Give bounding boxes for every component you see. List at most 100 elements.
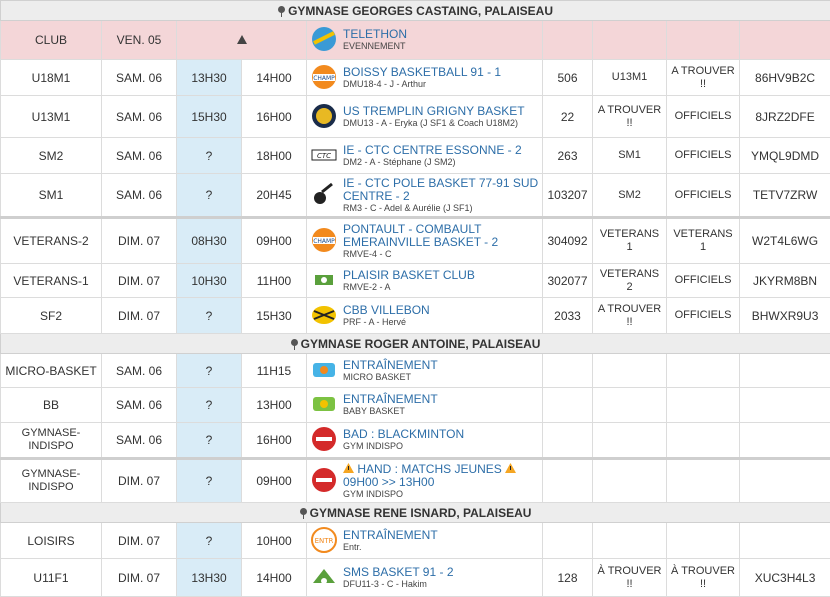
match-number-cell: 103207 <box>543 174 593 218</box>
club-cell: MICRO-BASKET <box>1 354 102 388</box>
table-row: SM1 SAM. 06 ? 20H45 IE - CTC POLE BASKET… <box>1 174 830 218</box>
map-pin-icon <box>300 508 307 515</box>
match-number-cell: 263 <box>543 138 593 174</box>
club-cell: SM1 <box>1 174 102 218</box>
svg-text:CHAMP: CHAMP <box>313 75 335 82</box>
club-cell: GYMNASE-INDISPO <box>1 423 102 459</box>
date-cell: DIM. 07 <box>102 523 177 559</box>
villebon-logo-icon <box>310 301 338 329</box>
table-header-row: CLUB VEN. 05 TELETHON EVENNEMENT <box>1 21 830 60</box>
date-cell: SAM. 06 <box>102 138 177 174</box>
svg-text:CHAMP: CHAMP <box>313 238 335 245</box>
date-cell: SAM. 06 <box>102 174 177 218</box>
match-time-cell: 15H30 <box>242 298 307 334</box>
code-cell: 8JRZ2DFE <box>740 96 830 138</box>
date-cell: DIM. 07 <box>102 559 177 597</box>
game-title-link[interactable]: ENTRAÎNEMENT <box>343 529 539 542</box>
game-sub: GYM INDISPO <box>343 441 539 452</box>
meet-time-cell: ? <box>177 523 242 559</box>
game-title-link[interactable]: BAD : BLACKMINTON <box>343 428 539 441</box>
match-number-cell: 304092 <box>543 218 593 264</box>
match-number-cell: 22 <box>543 96 593 138</box>
event-title[interactable]: TELETHON <box>343 28 539 41</box>
code-cell: BHWXR9U3 <box>740 298 830 334</box>
game-sub: DMU13 - A - Eryka (J SF1 & Coach U18M2) <box>343 118 539 129</box>
match-number-cell: 2033 <box>543 298 593 334</box>
map-pin-icon <box>291 339 298 346</box>
warning-cell <box>177 21 307 60</box>
game-title-link[interactable]: US TREMPLIN GRIGNY BASKET <box>343 105 539 118</box>
code-cell: YMQL9DMD <box>740 138 830 174</box>
officials-cell: OFFICIELS <box>667 298 740 334</box>
game-sub: RMVE-2 - A <box>343 282 539 293</box>
game-title-link[interactable]: PLAISIR BASKET CLUB <box>343 269 539 282</box>
game-title-link[interactable]: IE - CTC CENTRE ESSONNE - 2 <box>343 144 539 157</box>
officials-cell: OFFICIELS <box>667 174 740 218</box>
meet-time-cell: ? <box>177 354 242 388</box>
match-time-cell: 20H45 <box>242 174 307 218</box>
table-row: U18M1 SAM. 06 13H30 14H00 CHAMP BOISSY B… <box>1 60 830 96</box>
game-cell: ENTRAÎNEMENT BABY BASKET <box>307 388 543 423</box>
match-time-cell: 16H00 <box>242 96 307 138</box>
date-cell: SAM. 06 <box>102 423 177 459</box>
gym-header: GYMNASE RENE ISNARD, PALAISEAU <box>1 503 830 523</box>
game-sub: MICRO BASKET <box>343 372 539 383</box>
match-time-cell: 11H15 <box>242 354 307 388</box>
game-title-link[interactable]: SMS BASKET 91 - 2 <box>343 566 539 579</box>
officials-cell: OFFICIELS <box>667 138 740 174</box>
referee-cell: VETERANS 2 <box>593 264 667 298</box>
table-row: BB SAM. 06 ? 13H00 ENTRAÎNEMENT BABY BAS… <box>1 388 830 423</box>
game-title-link[interactable]: HAND : MATCHS JEUNES 09H00 >> 13H00 <box>343 463 539 489</box>
table-row: VETERANS-2 DIM. 07 08H30 09H00 CHAMP PON… <box>1 218 830 264</box>
club-cell: BB <box>1 388 102 423</box>
training-logo-icon: ENTR <box>310 526 338 554</box>
match-time-cell: 09H00 <box>242 459 307 503</box>
svg-text:ENTR: ENTR <box>315 537 334 545</box>
game-title-link[interactable]: ENTRAÎNEMENT <box>343 359 539 372</box>
code-cell: JKYRM8BN <box>740 264 830 298</box>
match-time-cell: 18H00 <box>242 138 307 174</box>
table-row: SF2 DIM. 07 ? 15H30 CBB VILLEBON PRF - A… <box>1 298 830 334</box>
match-time-cell: 14H00 <box>242 60 307 96</box>
referee-cell: SM2 <box>593 174 667 218</box>
match-time-cell: 13H00 <box>242 388 307 423</box>
meet-time-cell: ? <box>177 459 242 503</box>
match-number-cell: 506 <box>543 60 593 96</box>
club-column-header: CLUB <box>1 21 102 60</box>
meet-time-cell: 15H30 <box>177 96 242 138</box>
game-cell: CBB VILLEBON PRF - A - Hervé <box>307 298 543 334</box>
date-cell: DIM. 07 <box>102 264 177 298</box>
game-title-link[interactable]: IE - CTC POLE BASKET 77-91 SUD CENTRE - … <box>343 177 539 203</box>
meet-time-cell: ? <box>177 388 242 423</box>
champ-logo-icon: CHAMP <box>310 63 338 91</box>
table-row: GYMNASE-INDISPO SAM. 06 ? 16H00 BAD : BL… <box>1 423 830 459</box>
officials-cell: A TROUVER !! <box>667 60 740 96</box>
pole-basket-logo-icon <box>310 180 338 208</box>
baby-basket-logo-icon <box>310 390 338 418</box>
game-title-link[interactable]: CBB VILLEBON <box>343 304 539 317</box>
referee-cell: A TROUVER !! <box>593 298 667 334</box>
match-time-cell: 09H00 <box>242 218 307 264</box>
match-time-cell: 10H00 <box>242 523 307 559</box>
referee-cell: U13M1 <box>593 60 667 96</box>
referee-cell: À TROUVER !! <box>593 559 667 597</box>
game-title-link[interactable]: PONTAULT - COMBAULT EMERAINVILLE BASKET … <box>343 223 539 249</box>
match-time-cell: 16H00 <box>242 423 307 459</box>
game-time-range: 09H00 >> 13H00 <box>343 475 434 489</box>
meet-time-cell: ? <box>177 423 242 459</box>
club-cell: SF2 <box>1 298 102 334</box>
game-sub: BABY BASKET <box>343 406 539 417</box>
referee-cell: A TROUVER !! <box>593 96 667 138</box>
officials-cell: VETERANS 1 <box>667 218 740 264</box>
table-row: LOISIRS DIM. 07 ? 10H00 ENTR ENTRAÎNEMEN… <box>1 523 830 559</box>
game-title-link[interactable]: ENTRAÎNEMENT <box>343 393 539 406</box>
club-cell: VETERANS-1 <box>1 264 102 298</box>
gym-name: GYMNASE GEORGES CASTAING, PALAISEAU <box>288 4 553 18</box>
table-row: MICRO-BASKET SAM. 06 ? 11H15 ENTRAÎNEMEN… <box>1 354 830 388</box>
date-cell: DIM. 07 <box>102 298 177 334</box>
game-title-link[interactable]: BOISSY BASKETBALL 91 - 1 <box>343 66 539 79</box>
club-cell: SM2 <box>1 138 102 174</box>
club-cell: GYMNASE-INDISPO <box>1 459 102 503</box>
game-cell: CTC IE - CTC CENTRE ESSONNE - 2 DM2 - A … <box>307 138 543 174</box>
